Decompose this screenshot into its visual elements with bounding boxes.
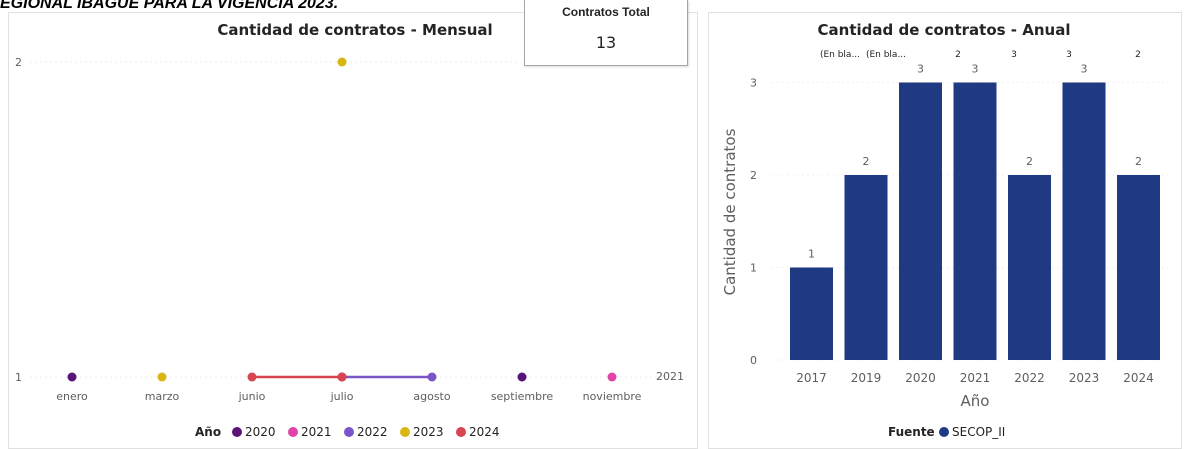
monthly-legend-marker — [400, 427, 410, 437]
annual-x-tick-label: 2022 — [1014, 371, 1045, 385]
monthly-point-2024 — [247, 372, 257, 382]
monthly-legend-label: 2020 — [245, 425, 276, 439]
monthly-point-2024 — [337, 372, 347, 382]
annual-bar-data-label: 2 — [1026, 155, 1033, 168]
annual-chart-title: Cantidad de contratos - Anual — [818, 21, 1071, 39]
annual-x-tick-label: 2021 — [960, 371, 991, 385]
monthly-point-2021 — [607, 372, 617, 382]
annual-bar-data-label: 3 — [1081, 63, 1088, 76]
annual-x-tick-label: 2017 — [796, 371, 827, 385]
annual-bar-2017 — [790, 267, 833, 360]
annual-x-tick-label: 2020 — [905, 371, 936, 385]
monthly-x-tick-label: julio — [330, 390, 354, 403]
monthly-legend-label: 2022 — [357, 425, 388, 439]
monthly-legend-marker — [456, 427, 466, 437]
annual-top-label: (En bla... — [866, 50, 906, 60]
monthly-point-2020 — [67, 372, 77, 382]
annual-legend-label: SECOP_II — [952, 425, 1005, 439]
monthly-point-2023 — [157, 372, 167, 382]
annual-bar-data-label: 2 — [863, 155, 870, 168]
monthly-x-tick-label: marzo — [145, 390, 180, 403]
monthly-x-tick-label: septiembre — [491, 390, 554, 403]
monthly-legend-label: 2024 — [469, 425, 500, 439]
annual-x-tick-label: 2024 — [1123, 371, 1154, 385]
annual-bar-2024 — [1117, 175, 1160, 360]
annual-x-tick-label: 2019 — [851, 371, 882, 385]
annual-y-tick-label: 2 — [750, 169, 757, 182]
monthly-point-2020 — [517, 372, 527, 382]
annual-x-axis-title: Año — [961, 392, 990, 410]
monthly-legend-label: 2023 — [413, 425, 444, 439]
annual-y-axis-title: Cantidad de contratos — [721, 128, 739, 295]
annual-bar-data-label: 3 — [917, 63, 924, 76]
annual-bar-data-label: 3 — [972, 63, 979, 76]
annual-top-label: 2 — [955, 50, 961, 60]
monthly-legend-marker — [344, 427, 354, 437]
annual-bar-data-label: 2 — [1135, 155, 1142, 168]
contracts-total-card: Contratos Total 13 — [524, 0, 688, 66]
annual-bar-2019 — [844, 175, 888, 360]
annual-top-label: 3 — [1011, 50, 1017, 60]
contracts-total-value: 13 — [595, 33, 617, 52]
monthly-y-tick-label: 2 — [15, 56, 22, 69]
monthly-x-tick-label: agosto — [413, 390, 450, 403]
monthly-legend-marker — [232, 427, 242, 437]
annual-bar-2020 — [899, 82, 942, 360]
annual-y-tick-label: 0 — [750, 354, 757, 367]
annual-legend-marker — [939, 427, 949, 437]
monthly-x-tick-label: noviembre — [583, 390, 642, 403]
annual-top-label: 3 — [1066, 50, 1072, 60]
contracts-total-label: Contratos Total — [562, 5, 650, 19]
annual-top-label: 2 — [1135, 50, 1141, 60]
annual-y-tick-label: 1 — [750, 262, 757, 275]
annual-x-tick-label: 2023 — [1069, 371, 1100, 385]
annual-bar-2021 — [953, 82, 997, 360]
monthly-legend-marker — [288, 427, 298, 437]
monthly-x-tick-label: enero — [56, 390, 88, 403]
monthly-x-tick-label: junio — [238, 390, 266, 403]
annual-bar-2022 — [1008, 175, 1051, 360]
monthly-end-label: 2021 — [656, 370, 684, 383]
annual-top-label: (En bla... — [820, 50, 860, 60]
monthly-legend-title: Año — [195, 425, 221, 439]
annual-y-tick-label: 3 — [750, 77, 757, 90]
monthly-chart-title: Cantidad de contratos - Mensual — [217, 21, 492, 39]
annual-legend-title: Fuente — [888, 425, 935, 439]
monthly-legend-label: 2021 — [301, 425, 332, 439]
annual-bar-2023 — [1062, 82, 1106, 360]
annual-bar-data-label: 1 — [808, 248, 815, 261]
monthly-y-tick-label: 1 — [15, 371, 22, 384]
monthly-point-2023 — [337, 57, 347, 67]
page-heading: EGIONAL IBAGUE PARA LA VIGENCIA 2023. — [0, 0, 339, 12]
monthly-point-2022 — [427, 372, 437, 382]
